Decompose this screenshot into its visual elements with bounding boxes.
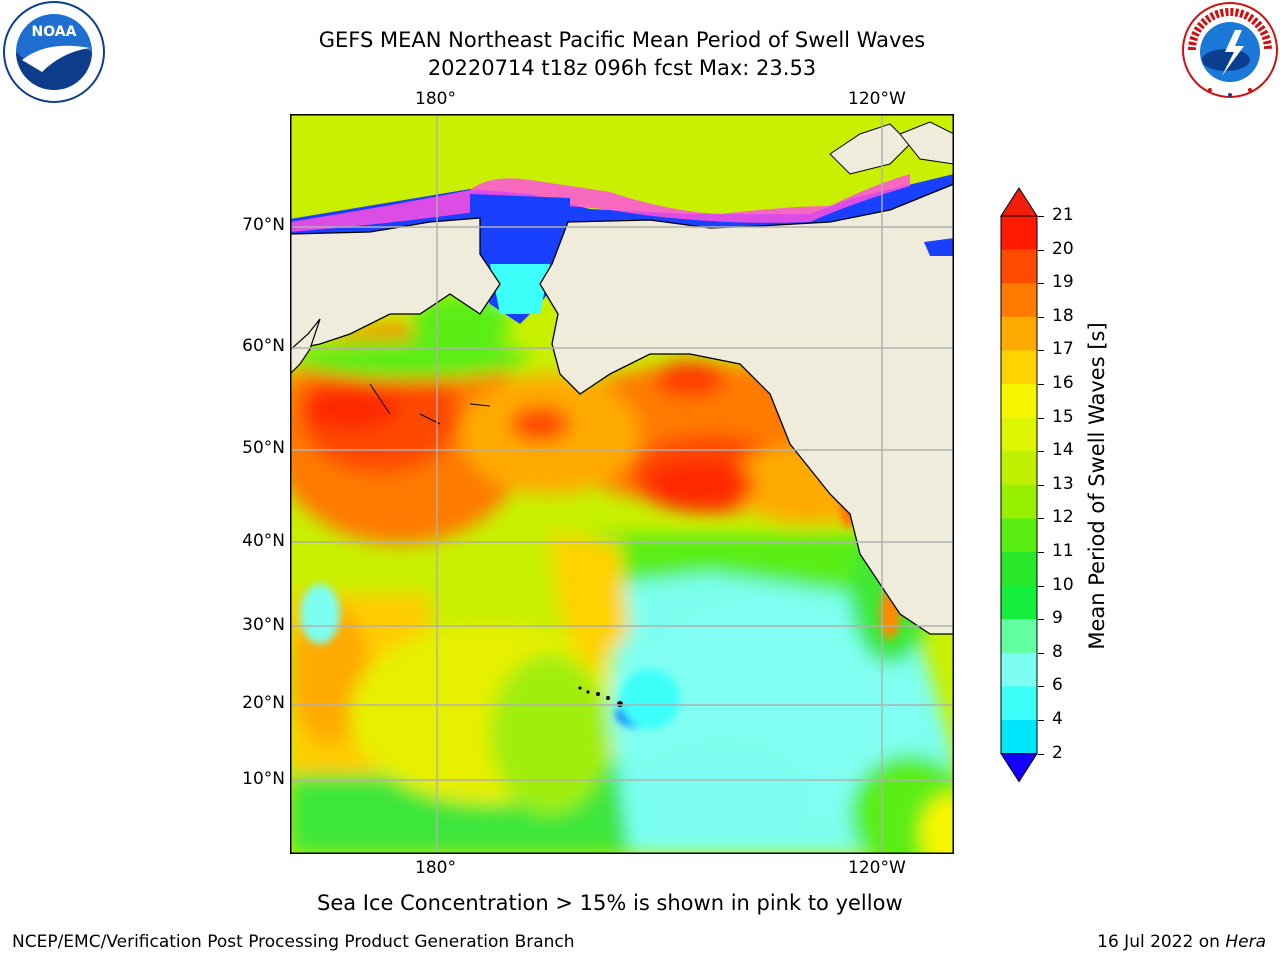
colorbar-outline <box>1000 215 1038 755</box>
colorbar-over-triangle <box>1000 187 1038 217</box>
noaa-logo: NOAA <box>2 0 106 108</box>
colorbar-tick-mark <box>1038 350 1044 352</box>
colorbar-segment <box>1001 451 1037 486</box>
nws-logo <box>1180 0 1280 104</box>
colorbar-segment <box>1001 552 1037 587</box>
colorbar-tick-mark <box>1038 753 1044 755</box>
colorbar-tick-label: 13 <box>1052 473 1074 494</box>
footer-left: NCEP/EMC/Verification Post Processing Pr… <box>12 932 575 952</box>
colorbar-segment <box>1001 652 1037 687</box>
colorbar-svg <box>1000 187 1038 783</box>
colorbar-tick-mark <box>1038 216 1044 217</box>
colorbar-tick-label: 18 <box>1052 305 1074 326</box>
lat-label-30n: 30°N <box>242 615 285 635</box>
colorbar-under-triangle <box>1000 753 1038 783</box>
colorbar-tick-mark <box>1038 652 1044 654</box>
colorbar-segment <box>1001 619 1037 654</box>
footer-date: 16 Jul 2022 on <box>1097 932 1226 952</box>
colorbar-segment <box>1001 316 1037 351</box>
colorbar-tick-mark <box>1038 283 1044 285</box>
colorbar-segment <box>1001 585 1037 620</box>
colorbar-tick-label: 12 <box>1052 507 1074 528</box>
colorbar-tick-label: 11 <box>1052 541 1074 561</box>
colorbar-tick-mark <box>1038 720 1044 721</box>
colorbar-tick-mark <box>1038 451 1044 453</box>
lat-label-40n: 40°N <box>242 531 285 551</box>
colorbar-tick-mark <box>1038 249 1044 251</box>
colorbar-tick-mark <box>1038 552 1044 553</box>
sea-ice-caption: Sea Ice Concentration > 15% is shown in … <box>317 891 903 915</box>
land-siberia <box>290 217 501 351</box>
colorbar-segment <box>1001 249 1037 284</box>
colorbar-segment <box>1001 384 1037 419</box>
colorbar-tick-mark <box>1038 417 1044 419</box>
colorbar-tick-mark <box>1038 316 1044 318</box>
map-border <box>290 114 954 854</box>
colorbar-tick-label: 15 <box>1052 406 1074 427</box>
colorbar-tick-mark <box>1038 484 1044 486</box>
swell-field <box>290 244 954 854</box>
map-svg <box>290 114 954 854</box>
colorbar <box>1000 186 1040 790</box>
land-north-america <box>539 183 954 635</box>
colorbar-tick-mark <box>1038 585 1044 587</box>
noaa-logo-text: NOAA <box>32 24 77 40</box>
lat-label-10n: 10°N <box>242 769 285 789</box>
swell-period-map <box>290 114 954 854</box>
colorbar-tick-label: 9 <box>1052 608 1063 629</box>
lon-label-bottom-120w: 120°W <box>848 858 906 878</box>
sea-ice <box>290 174 910 232</box>
colorbar-segment <box>1001 216 1037 251</box>
lat-label-70n: 70°N <box>242 215 285 235</box>
colorbar-tick-mark <box>1038 384 1044 385</box>
colorbar-tick-label: 17 <box>1052 339 1074 360</box>
lat-label-60n: 60°N <box>242 336 285 356</box>
colorbar-segment <box>1001 350 1037 385</box>
colorbar-tick-label: 4 <box>1052 709 1063 729</box>
colorbar-tick-label: 19 <box>1052 272 1074 293</box>
colorbar-segment <box>1001 686 1037 721</box>
footer-host: Hera <box>1225 932 1266 952</box>
colorbar-tick-mark <box>1038 686 1044 688</box>
lon-label-top-180: 180° <box>415 89 456 109</box>
lon-label-top-120w: 120°W <box>848 89 906 109</box>
colorbar-tick-label: 2 <box>1052 742 1063 763</box>
chart-subtitle: 20220714 t18z 096h fcst Max: 23.53 <box>427 56 817 80</box>
chart-title: GEFS MEAN Northeast Pacific Mean Period … <box>318 28 926 52</box>
colorbar-tick-label: 10 <box>1052 574 1074 595</box>
colorbar-tick-label: 21 <box>1052 205 1074 225</box>
lon-label-bottom-180: 180° <box>415 858 456 878</box>
lat-label-20n: 20°N <box>242 693 285 713</box>
graticule <box>290 114 954 854</box>
colorbar-segment <box>1001 720 1037 755</box>
colorbar-tick-mark <box>1038 518 1044 520</box>
colorbar-tick-label: 14 <box>1052 440 1074 461</box>
lat-label-50n: 50°N <box>242 438 285 458</box>
colorbar-tick-label: 8 <box>1052 641 1063 662</box>
colorbar-tick-mark <box>1038 619 1044 621</box>
colorbar-tick-label: 20 <box>1052 238 1074 259</box>
footer-right: 16 Jul 2022 on Hera <box>1097 932 1266 952</box>
colorbar-segment <box>1001 417 1037 452</box>
colorbar-segment <box>1001 283 1037 318</box>
colorbar-label: Mean Period of Swell Waves [s] <box>1085 322 1109 650</box>
colorbar-tick-label: 16 <box>1052 373 1074 393</box>
colorbar-segment <box>1001 484 1037 519</box>
colorbar-segment <box>1001 518 1037 553</box>
colorbar-tick-label: 6 <box>1052 675 1063 696</box>
